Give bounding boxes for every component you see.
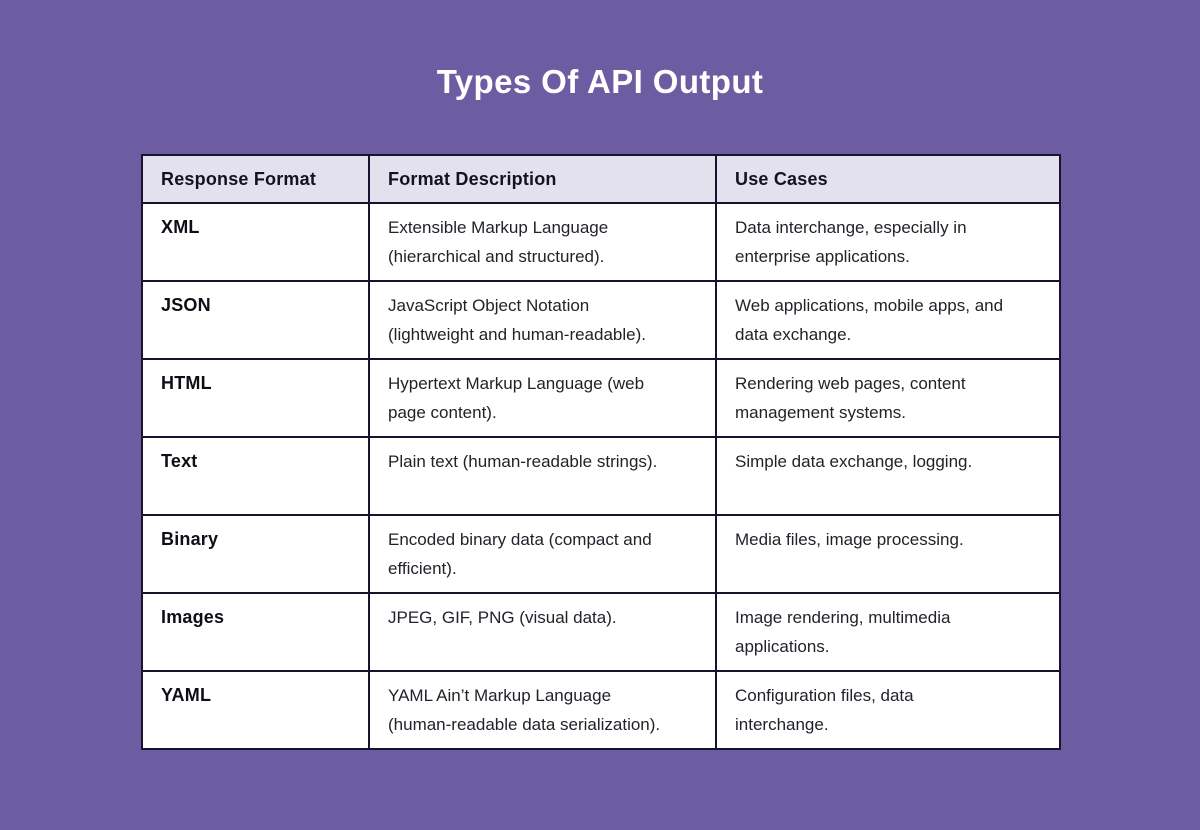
api-output-table: Response Format Format Description Use C… xyxy=(141,154,1061,750)
table-row-html: HTML Hypertext Markup Language (web page… xyxy=(141,358,1061,438)
format-description: JPEG, GIF, PNG (visual data). xyxy=(368,592,717,672)
format-label: Binary xyxy=(141,514,370,594)
format-description: YAML Ain’t Markup Language (human-readab… xyxy=(368,670,717,750)
format-label: Text xyxy=(141,436,370,516)
page-title: Types Of API Output xyxy=(436,63,764,100)
col-header-format-description: Format Description xyxy=(368,154,717,204)
format-label: HTML xyxy=(141,358,370,438)
format-description: Plain text (human-readable strings). xyxy=(368,436,717,516)
format-label: XML xyxy=(141,202,370,282)
format-label: Images xyxy=(141,592,370,672)
format-label: JSON xyxy=(141,280,370,360)
table-row-images: Images JPEG, GIF, PNG (visual data). Ima… xyxy=(141,592,1061,672)
use-cases: Simple data exchange, logging. xyxy=(715,436,1061,516)
format-description: JavaScript Object Notation (lightweight … xyxy=(368,280,717,360)
format-label: YAML xyxy=(141,670,370,750)
table-row-json: JSON JavaScript Object Notation (lightwe… xyxy=(141,280,1061,360)
format-description: Encoded binary data (compact and efficie… xyxy=(368,514,717,594)
use-cases: Configuration files, data interchange. xyxy=(715,670,1061,750)
table-header-row: Response Format Format Description Use C… xyxy=(141,154,1061,204)
table-row-xml: XML Extensible Markup Language (hierarch… xyxy=(141,202,1061,282)
use-cases: Data interchange, especially in enterpri… xyxy=(715,202,1061,282)
use-cases: Media files, image processing. xyxy=(715,514,1061,594)
table-row-yaml: YAML YAML Ain’t Markup Language (human-r… xyxy=(141,670,1061,750)
col-header-use-cases: Use Cases xyxy=(715,154,1061,204)
format-description: Hypertext Markup Language (web page cont… xyxy=(368,358,717,438)
use-cases: Web applications, mobile apps, and data … xyxy=(715,280,1061,360)
col-header-response-format: Response Format xyxy=(141,154,370,204)
use-cases: Rendering web pages, content management … xyxy=(715,358,1061,438)
format-description: Extensible Markup Language (hierarchical… xyxy=(368,202,717,282)
table-row-binary: Binary Encoded binary data (compact and … xyxy=(141,514,1061,594)
use-cases: Image rendering, multimedia applications… xyxy=(715,592,1061,672)
table-row-text: Text Plain text (human-readable strings)… xyxy=(141,436,1061,516)
